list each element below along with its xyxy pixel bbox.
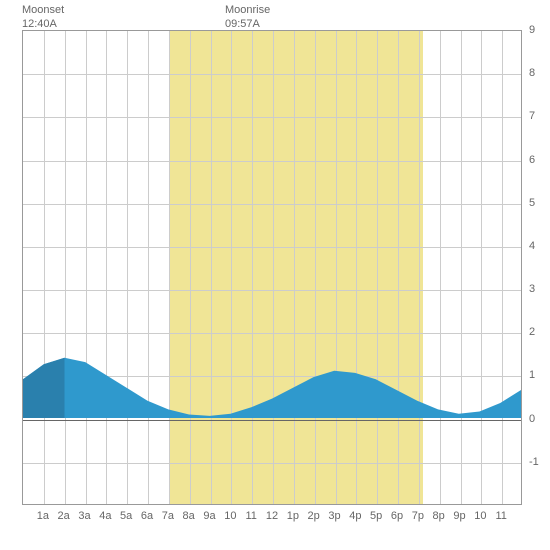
gridline-v [356, 31, 357, 504]
x-tick-label: 4a [99, 510, 111, 522]
x-tick-label: 3a [78, 510, 90, 522]
x-tick-label: 10 [224, 510, 236, 522]
y-tick-label: 3 [529, 283, 535, 295]
gridline-v [273, 31, 274, 504]
gridline-h [23, 204, 521, 205]
gridline-v [148, 31, 149, 504]
gridline-v [169, 31, 170, 504]
x-tick-label: 7a [162, 510, 174, 522]
x-tick-label: 8p [433, 510, 445, 522]
daylight-shade [169, 31, 423, 504]
gridline-v [252, 31, 253, 504]
gridline-v [211, 31, 212, 504]
y-tick-label: -1 [529, 456, 539, 468]
x-tick-label: 11 [245, 510, 256, 522]
zero-line [23, 420, 521, 421]
y-tick-label: 9 [529, 24, 535, 36]
gridline-v [419, 31, 420, 504]
gridline-v [461, 31, 462, 504]
gridline-h [23, 290, 521, 291]
x-tick-label: 1a [37, 510, 49, 522]
x-tick-label: 12 [266, 510, 278, 522]
gridline-v [106, 31, 107, 504]
x-tick-label: 1p [287, 510, 299, 522]
gridline-v [336, 31, 337, 504]
gridline-h [23, 117, 521, 118]
x-tick-label: 5p [370, 510, 382, 522]
moonset-label: Moonset [22, 4, 64, 18]
gridline-h [23, 161, 521, 162]
x-tick-label: 2p [308, 510, 320, 522]
x-tick-label: 9p [453, 510, 465, 522]
gridline-v [231, 31, 232, 504]
x-tick-label: 6p [391, 510, 403, 522]
moonrise-label: Moonrise [225, 4, 270, 18]
y-tick-label: 1 [529, 369, 535, 381]
gridline-v [190, 31, 191, 504]
gridline-v [294, 31, 295, 504]
tide-chart: Moonset 12:40A Moonrise 09:57A 1a 2a 3a 4a 5… [0, 0, 550, 550]
x-tick-label: 3p [328, 510, 340, 522]
gridline-v [481, 31, 482, 504]
y-axis-labels: -10123456789 [526, 30, 546, 505]
gridline-v [398, 31, 399, 504]
y-tick-label: 0 [529, 413, 535, 425]
gridline-v [65, 31, 66, 504]
x-tick-label: 5a [120, 510, 132, 522]
x-tick-label: 6a [141, 510, 153, 522]
gridline-v [86, 31, 87, 504]
moonset-annotation: Moonset 12:40A [22, 4, 64, 32]
x-tick-label: 10 [474, 510, 486, 522]
y-tick-label: 7 [529, 110, 535, 122]
gridline-v [127, 31, 128, 504]
y-tick-label: 2 [529, 326, 535, 338]
y-tick-label: 5 [529, 197, 535, 209]
gridline-v [315, 31, 316, 504]
gridline-h [23, 376, 521, 377]
plot-area [22, 30, 522, 505]
gridline-v [44, 31, 45, 504]
y-tick-label: 6 [529, 154, 535, 166]
gridline-h [23, 463, 521, 464]
gridline-h [23, 74, 521, 75]
gridline-h [23, 247, 521, 248]
x-tick-label: 8a [183, 510, 195, 522]
y-tick-label: 8 [529, 67, 535, 79]
x-tick-label: 9a [203, 510, 215, 522]
x-tick-label: 2a [58, 510, 70, 522]
gridline-v [502, 31, 503, 504]
x-tick-label: 11 [495, 510, 506, 522]
moonrise-annotation: Moonrise 09:57A [225, 4, 270, 32]
x-tick-label: 4p [349, 510, 361, 522]
gridline-v [440, 31, 441, 504]
gridline-v [377, 31, 378, 504]
x-axis-labels: 1a 2a 3a 4a 5a 6a 7a 8a 9a 10 11 12 1p 2p 3p 4p 5p 6p 7p 8p… [22, 510, 522, 530]
y-tick-label: 4 [529, 240, 535, 252]
gridline-h [23, 333, 521, 334]
x-tick-label: 7p [412, 510, 424, 522]
